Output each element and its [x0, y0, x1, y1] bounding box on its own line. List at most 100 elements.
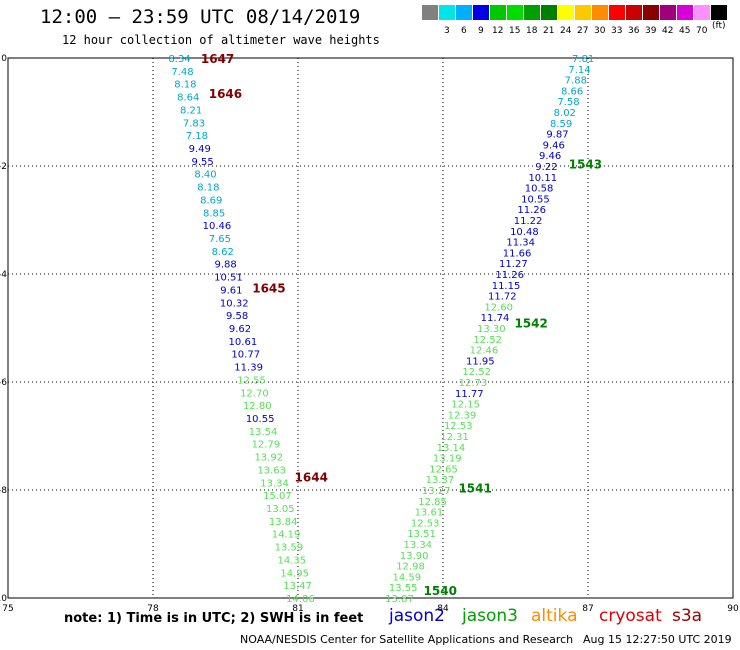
pass-time-label: 1541	[458, 481, 491, 495]
wave-height-reading: 13.47	[283, 581, 312, 592]
legend-label: 24	[560, 26, 572, 36]
wave-height-reading: 8.66	[561, 86, 583, 97]
map-frame	[7, 57, 734, 599]
wave-height-reading: 10.48	[510, 227, 539, 238]
legend-label: 12	[492, 26, 504, 36]
legend-label: 70	[696, 26, 708, 36]
wave-height-reading: 13.05	[266, 504, 295, 515]
wave-height-reading: 11.26	[495, 270, 524, 281]
legend-label: 6	[461, 26, 467, 36]
wave-height-reading: 11.72	[488, 292, 517, 303]
wave-height-reading: 13.37	[426, 475, 455, 486]
satellite-s3a: s3a	[672, 606, 703, 626]
legend-label: 42	[662, 26, 674, 36]
wave-height-reading: 12.65	[429, 464, 458, 475]
satellite-jason2: jason2	[389, 606, 445, 626]
y-tick-label: -6	[0, 378, 7, 388]
wave-height-reading: 9.58	[226, 311, 248, 322]
wave-height-reading: 13.63	[257, 465, 286, 476]
x-tick-label: 90	[727, 604, 739, 614]
legend-label: 18	[526, 26, 538, 36]
y-tick-label: -2	[0, 162, 7, 172]
legend-swatch	[643, 5, 659, 20]
wave-height-reading: 13.14	[437, 443, 466, 454]
satellite-altika: altika	[531, 606, 578, 626]
wave-height-reading: 13.54	[249, 427, 278, 438]
legend-label: 36	[628, 26, 640, 36]
wave-height-reading: 14.95	[280, 568, 309, 579]
pass-time-label: 1646	[209, 87, 242, 101]
wave-height-reading: 12.85	[418, 497, 447, 508]
pass-time-label: 1540	[424, 584, 457, 598]
wave-height-reading: 12.60	[484, 302, 513, 313]
wave-height-reading: 10.51	[214, 273, 243, 284]
wave-height-reading: 7.48	[171, 67, 193, 78]
legend-swatch	[524, 5, 540, 20]
legend-swatch	[592, 5, 608, 20]
wave-height-reading: 7.14	[568, 65, 590, 76]
legend-swatch	[609, 5, 625, 20]
wave-height-reading: 7.81	[572, 54, 594, 65]
wave-height-reading: 12.79	[252, 440, 281, 451]
wave-height-reading: 13.84	[269, 517, 298, 528]
satellite-jason3: jason3	[462, 606, 518, 626]
legend-swatch	[694, 5, 710, 20]
wave-height-reading: 12.73	[459, 378, 488, 389]
wave-height-reading: 9.55	[191, 157, 213, 168]
legend-label: 39	[645, 26, 657, 36]
legend-swatch	[677, 5, 693, 20]
wave-height-reading: 12.55	[237, 375, 266, 386]
generated-timestamp: Aug 15 12:27:50 UTC 2019	[583, 633, 732, 646]
y-tick-label: -10	[0, 594, 7, 604]
wave-height-reading: 12.52	[473, 335, 502, 346]
wave-height-reading: 13.30	[477, 324, 506, 335]
pass-time-label: 1543	[569, 157, 602, 171]
wave-height-reading: 8.40	[194, 170, 216, 181]
wave-height-reading: 8.18	[174, 80, 196, 91]
wave-height-reading: 13.59	[275, 543, 304, 554]
legend-label: 27	[577, 26, 589, 36]
wave-height-reading: 13.34	[260, 478, 289, 489]
wave-height-reading: 7.18	[186, 131, 208, 142]
wave-height-reading: 11.34	[506, 238, 535, 249]
legend-swatch	[490, 5, 506, 20]
wave-height-reading: 8.64	[177, 93, 199, 104]
wave-height-reading: 12.31	[440, 432, 469, 443]
pass-time-label: 1644	[295, 471, 328, 485]
wave-height-reading: 10.55	[521, 194, 550, 205]
pass-time-label: 1645	[252, 282, 285, 296]
wave-height-reading: 10.77	[231, 350, 260, 361]
wave-height-reading: 7.83	[183, 118, 205, 129]
wave-height-reading: 15.07	[263, 491, 292, 502]
wave-height-reading: 8.62	[212, 247, 234, 258]
wave-height-reading: 9.49	[189, 144, 211, 155]
legend-label: 45	[679, 26, 691, 36]
wave-height-reading: 11.66	[503, 248, 532, 259]
wave-height-reading: 12.70	[240, 388, 269, 399]
wave-height-reading: 8.34	[168, 54, 190, 65]
wave-height-reading: 11.27	[499, 259, 528, 270]
wave-height-reading: 11.15	[492, 281, 521, 292]
wave-height-reading: 11.77	[455, 389, 484, 400]
y-tick-label: 0	[1, 54, 7, 64]
legend-label: 33	[611, 26, 623, 36]
wave-height-reading: 12.53	[444, 421, 473, 432]
wave-height-reading: 11.22	[514, 216, 543, 227]
footer-note: note: 1) Time is in UTC; 2) SWH is in fe…	[64, 611, 364, 626]
wave-height-reading: 13.19	[433, 454, 462, 465]
wave-height-reading: 9.87	[546, 130, 568, 141]
map-subtitle: 12 hour collection of altimeter wave hei…	[62, 33, 380, 47]
wave-height-reading: 14.35	[277, 555, 306, 566]
legend-label: 9	[478, 26, 484, 36]
wave-height-reading: 9.61	[220, 285, 242, 296]
legend-label: 21	[543, 26, 555, 36]
wave-height-reading: 10.55	[246, 414, 275, 425]
wave-height-reading: 11.95	[466, 356, 495, 367]
x-tick-label: 87	[582, 604, 593, 614]
wave-height-reading: 10.32	[220, 298, 249, 309]
wave-height-reading: 13.92	[254, 453, 283, 464]
wave-height-reading: 11.26	[517, 205, 546, 216]
wave-height-reading: 10.11	[528, 173, 557, 184]
wave-height-reading: 12.39	[448, 410, 477, 421]
wave-height-reading: 9.62	[229, 324, 251, 335]
